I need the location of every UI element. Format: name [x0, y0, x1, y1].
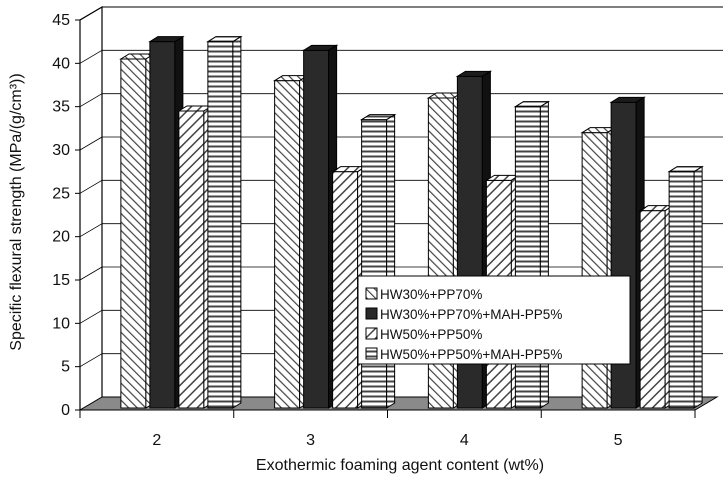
- legend: HW30%+PP70% HW30%+PP70%+MAH-PP5% HW50%+PP5…: [357, 275, 631, 365]
- bar-front: [581, 132, 608, 409]
- gridline-side: [79, 136, 103, 151]
- bar-side: [232, 35, 242, 409]
- bar-front: [178, 110, 205, 409]
- y-tick-label: 40: [52, 55, 70, 72]
- bar-front: [207, 41, 234, 409]
- bar: [148, 35, 185, 409]
- gridline-side: [79, 353, 103, 368]
- y-tick-label: 45: [52, 12, 70, 29]
- gridline-side: [79, 223, 103, 238]
- y-tick-label: 30: [52, 142, 70, 159]
- y-tick-label: 35: [52, 99, 70, 116]
- y-tick-label: 5: [61, 359, 70, 376]
- gridline-side: [79, 309, 103, 324]
- legend-swatch: [365, 327, 378, 340]
- bar-front: [668, 171, 695, 409]
- y-tick-label: 25: [52, 185, 70, 202]
- x-tick-label: 3: [306, 432, 315, 449]
- gridline-side: [79, 179, 103, 194]
- bar: [301, 44, 339, 409]
- bar-front: [120, 58, 147, 409]
- bar-front: [361, 119, 388, 409]
- x-axis-title: Exothermic foaming agent content (wt%): [256, 457, 544, 474]
- bar-front: [149, 41, 176, 409]
- bar: [580, 126, 617, 409]
- legend-swatch: [365, 307, 378, 320]
- bar: [638, 204, 675, 409]
- side-wall: [79, 5, 103, 410]
- bar-front: [303, 49, 330, 409]
- legend-box: [357, 275, 631, 365]
- bar-front: [332, 171, 359, 409]
- gridline-side: [79, 49, 103, 64]
- legend-label: HW50%+PP50%+MAH-PP5%: [380, 347, 562, 362]
- bar-side: [693, 165, 703, 409]
- bar: [272, 74, 310, 409]
- bar: [119, 53, 156, 409]
- x-tick-label: 5: [614, 432, 623, 449]
- x-axis-ticks: 2 3 4 5: [79, 409, 696, 449]
- legend-label: HW50%+PP50%: [380, 327, 482, 342]
- y-axis-title: Specific flexural strength (MPa/(g/cm³)): [8, 73, 25, 350]
- x-tick-label: 4: [460, 432, 469, 449]
- bar: [667, 165, 704, 409]
- bar: [177, 105, 214, 409]
- legend-swatch: [365, 347, 378, 360]
- bar-front: [639, 210, 666, 409]
- y-tick-label: 15: [52, 272, 70, 289]
- y-tick-label: 10: [52, 315, 70, 332]
- legend-label: HW30%+PP70%+MAH-PP5%: [380, 307, 562, 322]
- gridline-side: [79, 266, 103, 281]
- gridline-side: [79, 93, 103, 108]
- bar-front: [274, 80, 301, 409]
- bar: [206, 35, 243, 409]
- gridline-side: [79, 6, 103, 21]
- y-tick-label: 20: [52, 229, 70, 246]
- y-tick-label: 0: [61, 402, 70, 419]
- legend-swatch: [365, 287, 378, 300]
- x-tick-label: 2: [152, 432, 161, 449]
- legend-label: HW30%+PP70%: [380, 287, 482, 302]
- y-axis-ticks: 0 5 10 15 20 25 30 35 40 45: [52, 12, 80, 419]
